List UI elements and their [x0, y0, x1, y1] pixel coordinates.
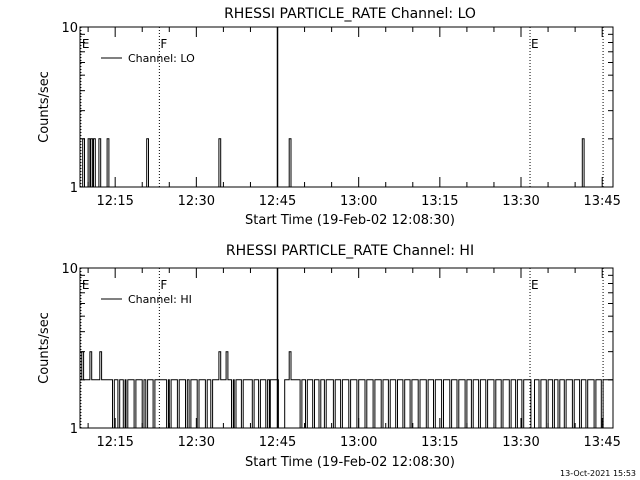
time-marker-label: E	[82, 278, 90, 292]
panel-lo: RHESSI PARTICLE_RATE Channel: LO Start Ti…	[37, 6, 621, 228]
x-tick-label: 13:15	[421, 435, 458, 450]
chart-title: RHESSI PARTICLE_RATE Channel: LO	[224, 6, 476, 22]
y-axis-label: Counts/sec	[37, 71, 52, 143]
legend-label: Channel: LO	[128, 52, 195, 65]
x-tick-label: 13:45	[583, 435, 620, 450]
y-axis-label: Counts/sec	[37, 312, 52, 384]
time-marker-label: E	[531, 278, 539, 292]
x-tick-label: 13:15	[421, 194, 458, 209]
panel-hi: RHESSI PARTICLE_RATE Channel: HI Start Ti…	[37, 243, 621, 470]
plot-frame	[79, 26, 614, 188]
series-line	[80, 351, 613, 429]
y-tick-label: 10	[61, 262, 78, 277]
y-tick-label: 1	[70, 422, 78, 437]
legend-label: Channel: HI	[128, 293, 192, 306]
x-tick-label: 13:45	[583, 194, 620, 209]
x-tick-label: 13:30	[502, 435, 539, 450]
time-marker-label: E	[531, 37, 539, 51]
x-tick-label: 12:15	[96, 435, 133, 450]
x-tick-label: 12:45	[259, 194, 296, 209]
y-tick-label: 1	[70, 181, 78, 196]
y-tick-label: 10	[61, 21, 78, 36]
x-tick-label: 12:15	[96, 194, 133, 209]
time-marker-label: E	[82, 37, 90, 51]
plot-frame	[79, 267, 614, 429]
x-axis-label: Start Time (19-Feb-02 12:08:30)	[245, 455, 455, 470]
footer-timestamp: 13-Oct-2021 15:53	[560, 469, 636, 478]
x-tick-label: 13:00	[340, 194, 377, 209]
x-tick-label: 13:00	[340, 435, 377, 450]
x-tick-label: 13:30	[502, 194, 539, 209]
time-marker-label: F	[160, 37, 167, 51]
x-tick-label: 12:45	[259, 435, 296, 450]
x-tick-label: 12:30	[178, 194, 215, 209]
chart-title: RHESSI PARTICLE_RATE Channel: HI	[226, 243, 474, 259]
x-tick-label: 12:30	[178, 435, 215, 450]
x-axis-label: Start Time (19-Feb-02 12:08:30)	[245, 213, 455, 228]
series-line	[80, 138, 613, 188]
time-marker-label: F	[160, 278, 167, 292]
